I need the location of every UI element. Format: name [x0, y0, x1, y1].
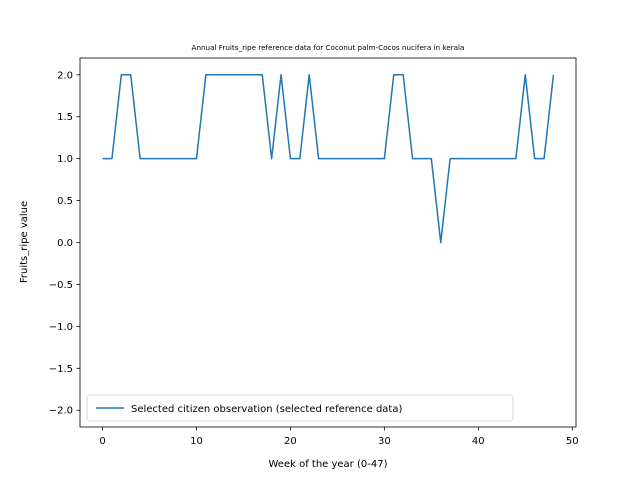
x-tick-label: 20 [284, 436, 297, 447]
y-tick-label: 0.5 [57, 196, 73, 207]
y-tick-label: −0.5 [49, 280, 73, 291]
y-axis-label: Fruits_ripe value [19, 201, 30, 283]
y-tick-label: −1.0 [49, 322, 73, 333]
y-tick-label: 2.0 [57, 70, 73, 81]
legend-label: Selected citizen observation (selected r… [131, 404, 402, 415]
legend-box [86, 394, 514, 422]
x-tick-label: 30 [378, 436, 391, 447]
y-tick-label: 1.0 [57, 154, 73, 165]
y-tick-label: −1.5 [49, 364, 73, 375]
x-tick-label: 40 [472, 436, 485, 447]
series-line-0 [102, 74, 555, 244]
y-tick-label: 1.5 [57, 112, 73, 123]
chart-title: Annual Fruits_ripe reference data for Co… [192, 43, 465, 52]
x-axis-label: Week of the year (0-47) [269, 459, 388, 470]
x-tick-label: 50 [566, 436, 579, 447]
x-tick-label: 0 [99, 436, 105, 447]
plot-area: 0 10 20 30 40 50 −2.0 −1.5 −1.0 −0.5 0.0 0.5 1.0 1.5 2… [49, 57, 579, 447]
y-tick-label: 0.0 [57, 238, 73, 249]
x-tick-label: 10 [190, 436, 203, 447]
y-tick-label: −2.0 [49, 406, 73, 417]
